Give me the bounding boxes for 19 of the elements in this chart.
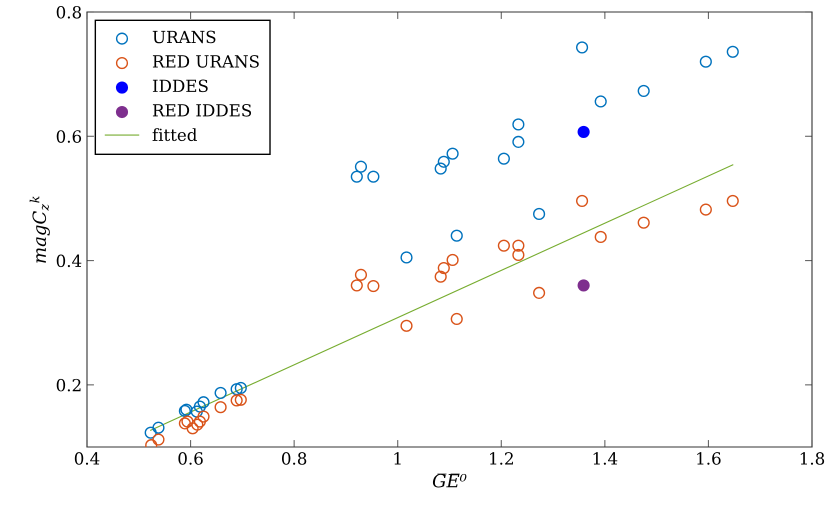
x-tick-label: 0.8 [282, 452, 306, 465]
legend-label: RED IDDES [152, 104, 252, 117]
y-tick-label: 0.6 [56, 130, 82, 143]
y-tick-label: 0.8 [56, 6, 82, 19]
legend-label: fitted [152, 128, 197, 142]
legend-label: URANS [152, 30, 216, 44]
y-tick-label: 0.2 [56, 378, 81, 392]
x-axis-title: G̅E̅⁰ [432, 474, 466, 488]
x-tick-label: 1.4 [594, 452, 618, 465]
x-tick-label: 1.6 [697, 452, 721, 465]
legend-label: IDDES [152, 80, 208, 92]
x-tick-label: 1.2 [490, 452, 513, 465]
x-tick-label: 0.6 [178, 452, 203, 465]
legend-label: RED URANS [152, 55, 259, 68]
y-tick-label: 0.4 [56, 254, 82, 268]
x-tick-label: 1.8 [800, 452, 824, 465]
x-tick-label: 1 [394, 452, 401, 465]
y-axis-title: magC$_{z}$$^{k}$ [30, 196, 50, 263]
x-tick-label: 0.4 [74, 452, 100, 465]
